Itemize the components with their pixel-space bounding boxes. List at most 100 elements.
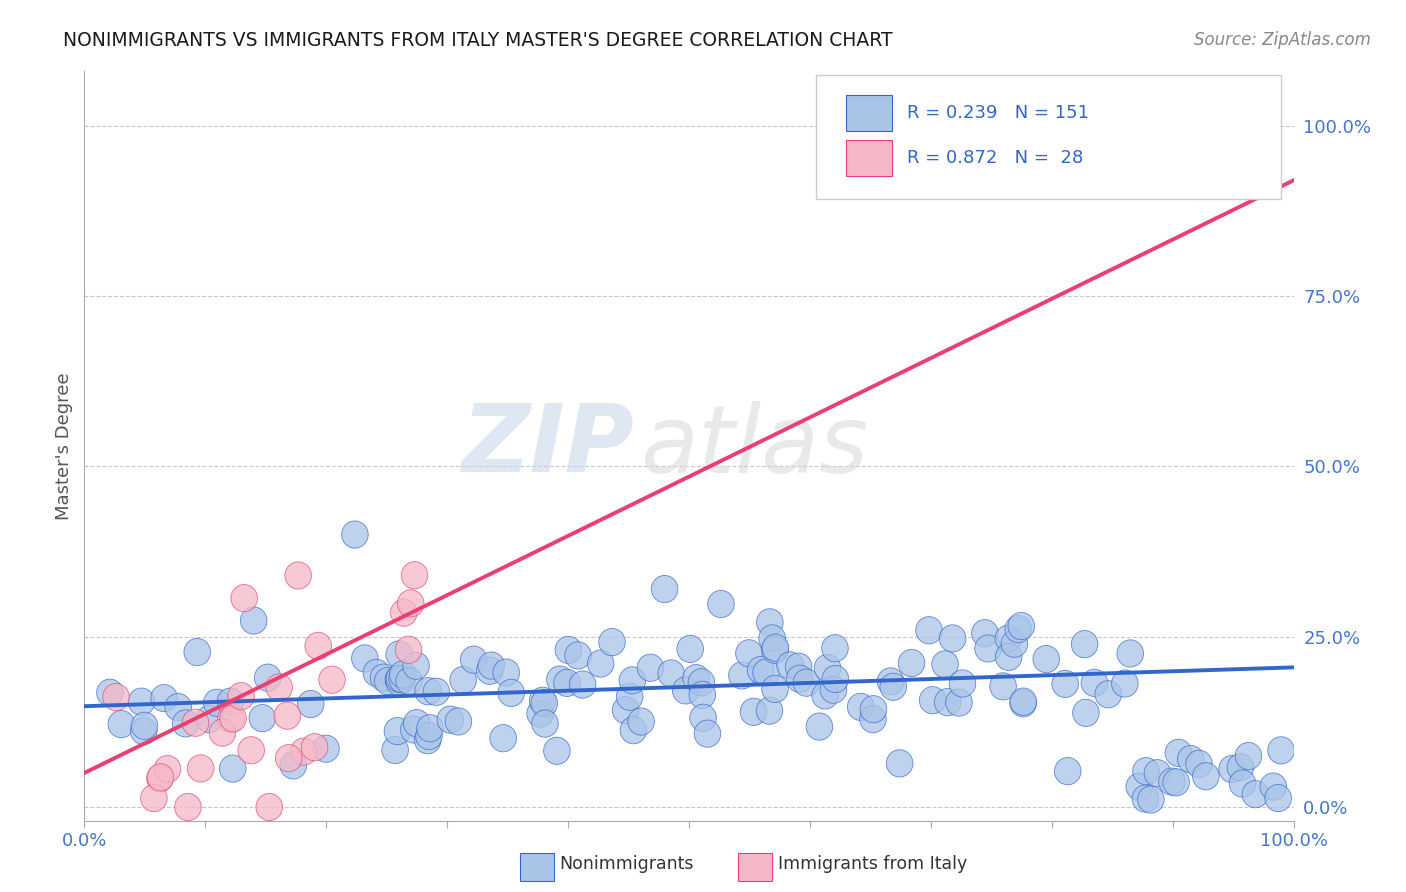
- Text: ZIP: ZIP: [461, 400, 634, 492]
- Ellipse shape: [450, 666, 477, 694]
- Ellipse shape: [932, 650, 959, 678]
- Ellipse shape: [1166, 739, 1192, 766]
- Ellipse shape: [995, 625, 1022, 652]
- Ellipse shape: [391, 599, 418, 626]
- Ellipse shape: [628, 708, 654, 735]
- Ellipse shape: [285, 562, 312, 589]
- Ellipse shape: [478, 652, 505, 679]
- Ellipse shape: [688, 669, 714, 696]
- Ellipse shape: [554, 669, 581, 697]
- Ellipse shape: [735, 640, 762, 667]
- Text: R = 0.872   N =  28: R = 0.872 N = 28: [907, 149, 1083, 167]
- Ellipse shape: [363, 659, 389, 687]
- Ellipse shape: [547, 666, 574, 693]
- Ellipse shape: [218, 706, 245, 732]
- Ellipse shape: [848, 693, 875, 721]
- Ellipse shape: [382, 737, 408, 764]
- Ellipse shape: [1073, 699, 1099, 726]
- Ellipse shape: [238, 737, 264, 764]
- Ellipse shape: [531, 710, 558, 737]
- Ellipse shape: [786, 653, 811, 681]
- Ellipse shape: [256, 793, 283, 821]
- Ellipse shape: [935, 689, 960, 715]
- Ellipse shape: [1241, 780, 1268, 808]
- Ellipse shape: [756, 697, 783, 724]
- Ellipse shape: [1177, 746, 1204, 772]
- Ellipse shape: [342, 521, 368, 549]
- Ellipse shape: [793, 669, 820, 697]
- Ellipse shape: [860, 696, 887, 723]
- Ellipse shape: [672, 677, 699, 704]
- Ellipse shape: [131, 717, 157, 745]
- Ellipse shape: [544, 737, 571, 764]
- Ellipse shape: [217, 688, 243, 715]
- Ellipse shape: [494, 659, 520, 686]
- Ellipse shape: [184, 639, 211, 665]
- Ellipse shape: [97, 679, 124, 706]
- Ellipse shape: [416, 714, 443, 742]
- Text: Nonimmigrants: Nonimmigrants: [560, 855, 695, 873]
- Y-axis label: Master's Degree: Master's Degree: [55, 372, 73, 520]
- Ellipse shape: [374, 667, 401, 695]
- Ellipse shape: [752, 659, 779, 686]
- Ellipse shape: [384, 717, 411, 745]
- Ellipse shape: [398, 590, 425, 617]
- Ellipse shape: [150, 684, 177, 712]
- Ellipse shape: [401, 716, 427, 743]
- Ellipse shape: [415, 678, 441, 705]
- Ellipse shape: [402, 652, 429, 680]
- Ellipse shape: [148, 764, 174, 791]
- Ellipse shape: [599, 629, 626, 656]
- Ellipse shape: [312, 735, 339, 763]
- Ellipse shape: [1112, 670, 1139, 698]
- Ellipse shape: [165, 693, 191, 721]
- Text: R = 0.239   N = 151: R = 0.239 N = 151: [907, 103, 1088, 121]
- Ellipse shape: [786, 665, 813, 692]
- Ellipse shape: [886, 750, 912, 777]
- Ellipse shape: [389, 665, 416, 693]
- Ellipse shape: [385, 665, 412, 693]
- Ellipse shape: [1192, 763, 1219, 790]
- Ellipse shape: [1132, 785, 1159, 813]
- Ellipse shape: [477, 657, 503, 684]
- Ellipse shape: [1133, 757, 1160, 785]
- Ellipse shape: [423, 678, 450, 706]
- Ellipse shape: [939, 624, 966, 652]
- Ellipse shape: [385, 640, 412, 668]
- Ellipse shape: [1054, 757, 1081, 785]
- Ellipse shape: [689, 681, 716, 708]
- Ellipse shape: [529, 687, 555, 714]
- Ellipse shape: [762, 675, 789, 703]
- Ellipse shape: [280, 752, 307, 779]
- Ellipse shape: [385, 668, 412, 696]
- Ellipse shape: [1052, 670, 1078, 698]
- Ellipse shape: [747, 657, 773, 683]
- Ellipse shape: [301, 733, 328, 761]
- Ellipse shape: [103, 683, 129, 711]
- Ellipse shape: [460, 646, 486, 673]
- Ellipse shape: [352, 645, 378, 672]
- Ellipse shape: [187, 755, 214, 782]
- Ellipse shape: [1244, 112, 1271, 139]
- Ellipse shape: [1010, 688, 1036, 715]
- Ellipse shape: [1144, 760, 1171, 787]
- Ellipse shape: [141, 784, 167, 812]
- Ellipse shape: [1234, 742, 1261, 770]
- Ellipse shape: [498, 680, 524, 706]
- Ellipse shape: [990, 673, 1017, 700]
- Ellipse shape: [806, 713, 832, 740]
- Ellipse shape: [319, 666, 346, 693]
- Ellipse shape: [695, 720, 721, 747]
- Ellipse shape: [209, 719, 236, 747]
- Ellipse shape: [108, 710, 135, 738]
- Ellipse shape: [728, 662, 755, 689]
- Ellipse shape: [1008, 613, 1035, 640]
- Ellipse shape: [676, 635, 703, 663]
- Ellipse shape: [651, 575, 678, 603]
- Ellipse shape: [762, 634, 789, 661]
- Ellipse shape: [219, 755, 246, 782]
- Ellipse shape: [254, 664, 281, 691]
- FancyBboxPatch shape: [815, 75, 1281, 199]
- Text: NONIMMIGRANTS VS IMMIGRANTS FROM ITALY MASTER'S DEGREE CORRELATION CHART: NONIMMIGRANTS VS IMMIGRANTS FROM ITALY M…: [63, 31, 893, 50]
- Ellipse shape: [401, 562, 427, 589]
